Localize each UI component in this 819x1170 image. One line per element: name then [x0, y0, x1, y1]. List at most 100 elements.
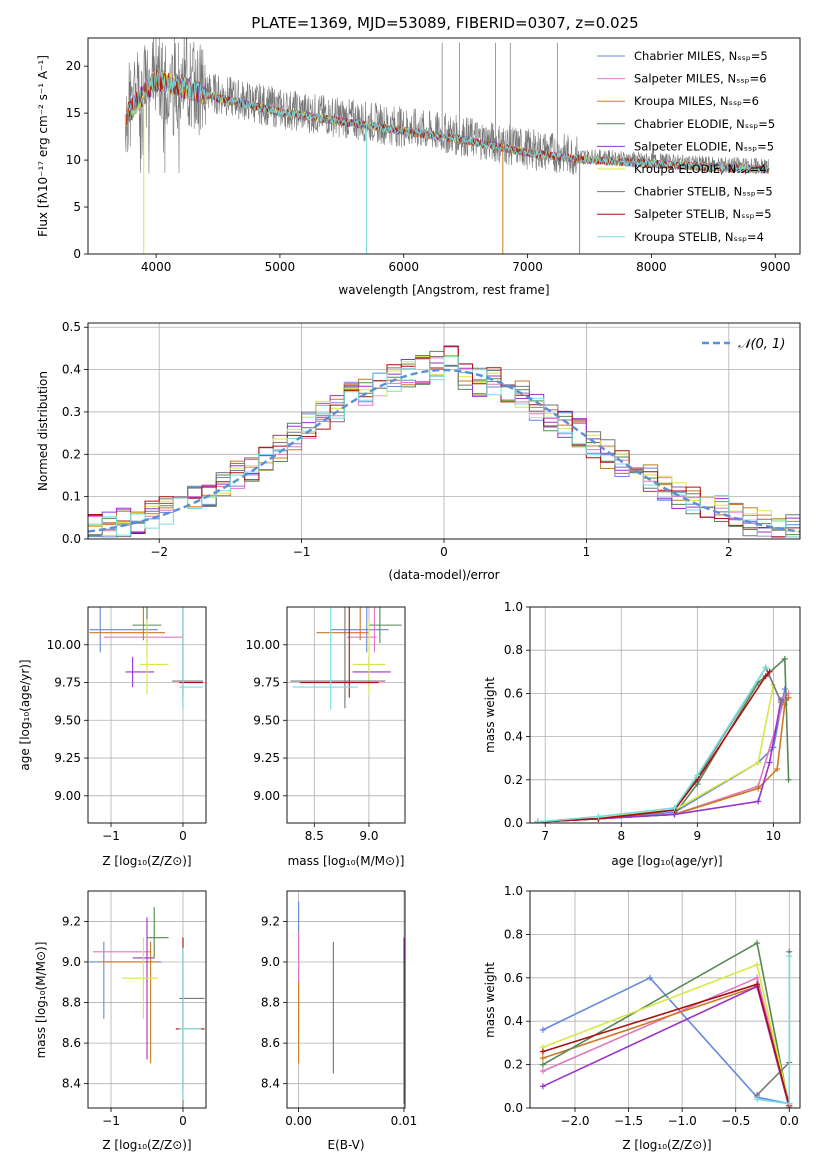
mass-weight-line: [537, 688, 786, 823]
data-point: [754, 974, 761, 981]
x-tick-label: 7000: [512, 260, 543, 274]
axes-frame: [87, 322, 801, 540]
y-tick-label: 1.0: [504, 600, 523, 614]
data-point: [647, 974, 653, 981]
axes-frame: [87, 37, 801, 255]
y-tick-label: 0.4: [504, 730, 523, 744]
y-tick-label: 0.3: [62, 405, 81, 419]
x-axis-label: Z [log₁₀(Z/Z⊙)]: [102, 1138, 191, 1152]
y-tick-label: 8.6: [261, 1036, 280, 1050]
legend-entry: Kroupa STELIB, Nₛₛₚ=4: [634, 230, 764, 244]
data-point: [754, 981, 761, 988]
data-point: [534, 818, 541, 823]
x-tick-label: 0: [179, 829, 187, 843]
data-point: [781, 655, 788, 662]
data-point: [781, 686, 788, 693]
model-spectrum: [126, 68, 770, 174]
x-axis-label: Z [log₁₀(Z/Z⊙)]: [622, 1138, 711, 1152]
y-tick-label: 0.6: [504, 686, 523, 700]
data-point: [694, 772, 701, 779]
plot-area: [287, 891, 405, 1108]
mass-weight-line: [542, 985, 791, 1104]
x-tick-label: 0.0: [780, 1114, 799, 1128]
legend-entry: Chabrier MILES, Nₛₛₚ=5: [634, 49, 768, 63]
y-tick-label: 0.0: [504, 816, 523, 830]
legend-entry: Kroupa ELODIE, Nₛₛₚ=4: [634, 162, 767, 176]
x-tick-label: 5000: [265, 260, 296, 274]
data-point: [754, 940, 761, 947]
axes-frame: [87, 606, 207, 824]
y-tick-label: 5: [73, 200, 81, 214]
y-tick-label: 8.8: [261, 996, 280, 1010]
y-tick-label: 10.00: [246, 638, 280, 652]
plot-area: [530, 607, 800, 823]
x-tick-label: −1.0: [668, 1114, 697, 1128]
data-point: [762, 664, 769, 671]
y-tick-label: 0.6: [504, 971, 523, 985]
model-spectrum: [126, 69, 770, 174]
data-point: [539, 1083, 546, 1090]
data-point: [595, 813, 602, 820]
y-tick-label: 1.0: [504, 884, 523, 898]
data-point: [786, 1100, 793, 1107]
data-point: [766, 668, 773, 675]
data-point: [755, 759, 762, 766]
axes-frame: [529, 890, 801, 1109]
data-point: [754, 1096, 761, 1103]
x-tick-label: −0.5: [721, 1114, 750, 1128]
y-tick-label: 0.4: [62, 363, 81, 377]
plot-area: [287, 607, 405, 823]
data-point: [539, 1068, 546, 1075]
y-tick-label: 8.8: [62, 996, 81, 1010]
y-tick-label: 9.00: [253, 789, 280, 803]
plot-area: [88, 607, 206, 823]
y-tick-label: 0.0: [504, 1101, 523, 1115]
y-axis-label: Flux [fλ10⁻¹⁷ erg cm⁻² s⁻¹ A⁻¹]: [36, 55, 50, 237]
y-tick-label: 0.8: [504, 643, 523, 657]
mass-weight-line: [537, 667, 767, 823]
y-axis-label: mass [log₁₀(M/M⊙)]: [34, 942, 48, 1059]
x-tick-label: −2: [150, 545, 168, 559]
x-tick-label: 0.00: [285, 1114, 312, 1128]
x-tick-label: 0: [179, 1114, 187, 1128]
data-point: [755, 785, 762, 792]
y-tick-label: 10: [66, 153, 81, 167]
data-point: [539, 1055, 546, 1062]
legend-entry: 𝒩(0, 1): [738, 337, 785, 352]
y-tick-label: 9.25: [54, 751, 81, 765]
data-point: [539, 1061, 546, 1068]
x-tick-label: 9.0: [359, 829, 378, 843]
x-tick-label: 9: [694, 829, 702, 843]
axes-frame: [286, 606, 406, 824]
y-tick-label: 0.5: [62, 320, 81, 334]
data-point: [754, 961, 761, 968]
plot-area: [530, 891, 800, 1108]
normal-curve: [88, 368, 800, 533]
y-tick-label: 9.25: [253, 751, 280, 765]
y-tick-label: 8.4: [62, 1077, 81, 1091]
y-tick-label: 9.2: [62, 914, 81, 928]
x-tick-label: −1.5: [614, 1114, 643, 1128]
mass-weight-line: [542, 941, 791, 1108]
y-tick-label: 9.75: [253, 676, 280, 690]
y-axis-label: Normed distribution: [36, 371, 50, 491]
figure-title: PLATE=1369, MJD=53089, FIBERID=0307, z=0…: [251, 14, 638, 32]
y-tick-label: 0.0: [62, 532, 81, 546]
data-point: [671, 804, 678, 811]
x-tick-label: 10: [766, 829, 781, 843]
data-point: [755, 798, 762, 805]
y-tick-label: 9.75: [54, 676, 81, 690]
x-axis-label: E(B-V): [327, 1138, 364, 1152]
y-tick-label: 9.2: [261, 914, 280, 928]
legend-entry: Salpeter MILES, Nₛₛₚ=6: [634, 72, 767, 86]
plot-area: [88, 323, 800, 539]
mass-weight-line: [537, 699, 782, 823]
y-tick-label: 8.6: [62, 1036, 81, 1050]
x-tick-label: 8: [617, 829, 625, 843]
y-tick-label: 9.0: [261, 955, 280, 969]
x-tick-label: 2: [725, 545, 733, 559]
data-point: [785, 776, 792, 783]
data-point: [774, 766, 781, 772]
x-axis-label: wavelength [Angstrom, rest frame]: [338, 283, 549, 297]
